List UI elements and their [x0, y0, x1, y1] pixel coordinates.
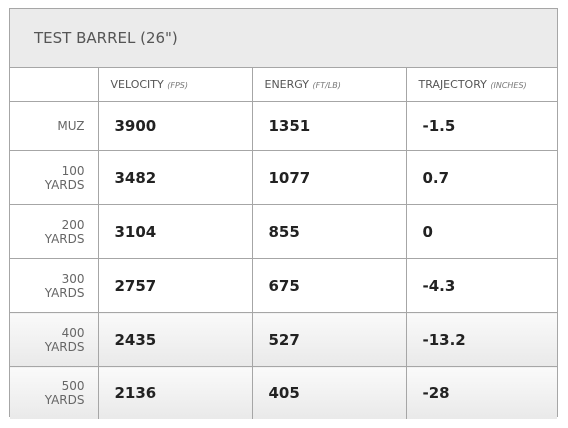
column-label: VELOCITY — [110, 78, 164, 91]
panel-title: TEST BARREL (26") — [34, 29, 178, 47]
corner-cell — [10, 68, 99, 102]
column-unit: (FT/LB) — [312, 81, 341, 90]
row-label-cell: 200 YARDS — [10, 204, 99, 259]
data-row: 500 YARDS 2136 405 -28 — [10, 366, 557, 419]
value-cell: 2435 — [97, 312, 253, 367]
value-cell: 2136 — [97, 366, 253, 419]
column-unit: (INCHES) — [490, 81, 527, 90]
value-cell: 855 — [251, 204, 407, 259]
value-cell: -13.2 — [405, 312, 557, 367]
column-unit: (FPS) — [167, 81, 188, 90]
column-label: ENERGY — [264, 78, 309, 91]
value-cell: -4.3 — [405, 258, 557, 313]
value-cell: 3482 — [97, 150, 253, 205]
row-label: 300 YARDS — [44, 271, 85, 300]
row-label: 400 YARDS — [44, 325, 85, 354]
column-header: VELOCITY (FPS) — [97, 68, 253, 102]
data-row: 300 YARDS 2757 675 -4.3 — [10, 258, 557, 313]
column-label: TRAJECTORY — [418, 78, 487, 91]
row-label-cell: 500 YARDS — [10, 366, 99, 419]
row-label-cell: MUZ — [10, 101, 99, 151]
panel-header: TEST BARREL (26") — [10, 9, 557, 68]
value-cell: 2757 — [97, 258, 253, 313]
row-label: 100 YARDS — [44, 163, 85, 192]
value-cell: 0 — [405, 204, 557, 259]
row-label: 200 YARDS — [44, 217, 85, 246]
stats-panel: TEST BARREL (26") VELOCITY (FPS) ENERGY (… — [9, 8, 558, 419]
row-label: 500 YARDS — [44, 378, 85, 407]
row-label-cell: 400 YARDS — [10, 312, 99, 367]
value-cell: 1351 — [251, 101, 407, 151]
value-cell: 527 — [251, 312, 407, 367]
value-cell: -1.5 — [405, 101, 557, 151]
column-header: TRAJECTORY (INCHES) — [405, 68, 557, 102]
value-cell: 0.7 — [405, 150, 557, 205]
value-cell: 1077 — [251, 150, 407, 205]
row-label-cell: 100 YARDS — [10, 150, 99, 205]
data-row: 200 YARDS 3104 855 0 — [10, 204, 557, 259]
data-row: 400 YARDS 2435 527 -13.2 — [10, 312, 557, 367]
data-row: MUZ 3900 1351 -1.5 — [10, 101, 557, 151]
ballistics-table: VELOCITY (FPS) ENERGY (FT/LB) TRAJECTORY (… — [10, 68, 557, 419]
value-cell: -28 — [405, 366, 557, 419]
value-cell: 675 — [251, 258, 407, 313]
data-row: 100 YARDS 3482 1077 0.7 — [10, 150, 557, 205]
value-cell: 405 — [251, 366, 407, 419]
value-cell: 3900 — [97, 101, 253, 151]
row-label-cell: 300 YARDS — [10, 258, 99, 313]
header-row: VELOCITY (FPS) ENERGY (FT/LB) TRAJECTORY (… — [10, 68, 557, 102]
column-header: ENERGY (FT/LB) — [251, 68, 407, 102]
row-label: MUZ — [57, 119, 85, 133]
value-cell: 3104 — [97, 204, 253, 259]
